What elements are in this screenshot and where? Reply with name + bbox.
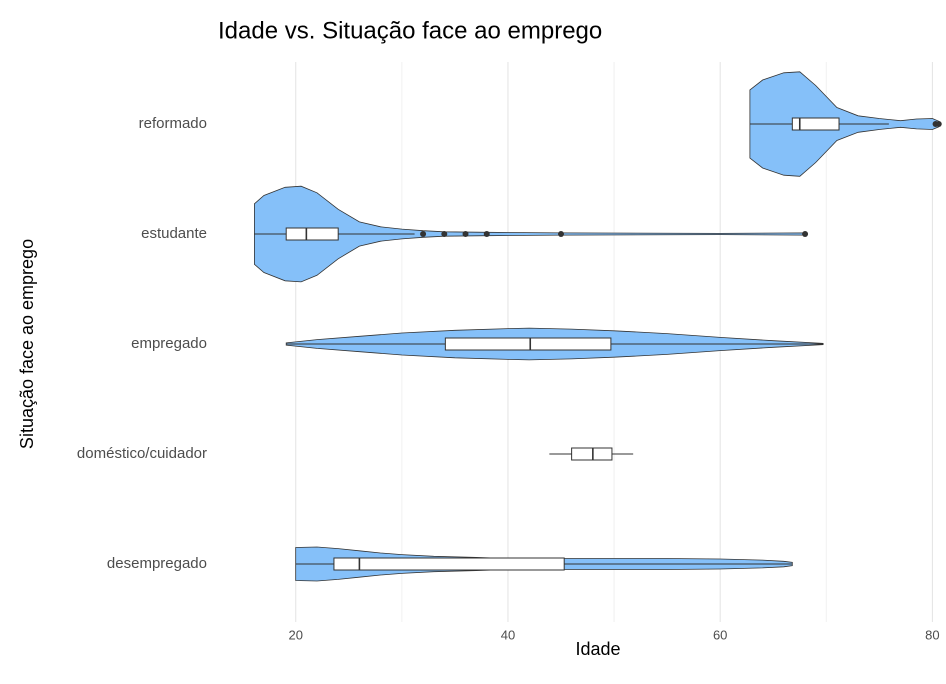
y-tick-label: reformado: [139, 115, 207, 132]
y-axis-label: Situação face ao emprego: [17, 239, 37, 449]
chart-title: Idade vs. Situação face ao emprego: [218, 17, 602, 44]
x-tick-label: 80: [925, 627, 939, 642]
outlier: [483, 231, 490, 237]
box: [444, 337, 612, 351]
outlier: [462, 231, 469, 237]
box: [285, 227, 339, 241]
outlier: [420, 231, 427, 237]
y-tick-label: empregado: [131, 335, 207, 352]
outlier: [935, 121, 942, 127]
x-tick-label: 60: [713, 627, 727, 642]
outlier: [558, 231, 565, 237]
box: [333, 557, 565, 571]
y-tick-label: estudante: [141, 225, 207, 242]
outlier: [441, 231, 448, 237]
x-tick-label: 20: [289, 627, 303, 642]
y-tick-label: doméstico/cuidador: [77, 445, 207, 462]
x-tick-label: 40: [501, 627, 515, 642]
x-axis-label: Idade: [575, 639, 620, 659]
box: [791, 117, 840, 131]
box: [571, 447, 613, 461]
outlier: [802, 231, 809, 237]
y-tick-label: desempregado: [107, 555, 207, 572]
